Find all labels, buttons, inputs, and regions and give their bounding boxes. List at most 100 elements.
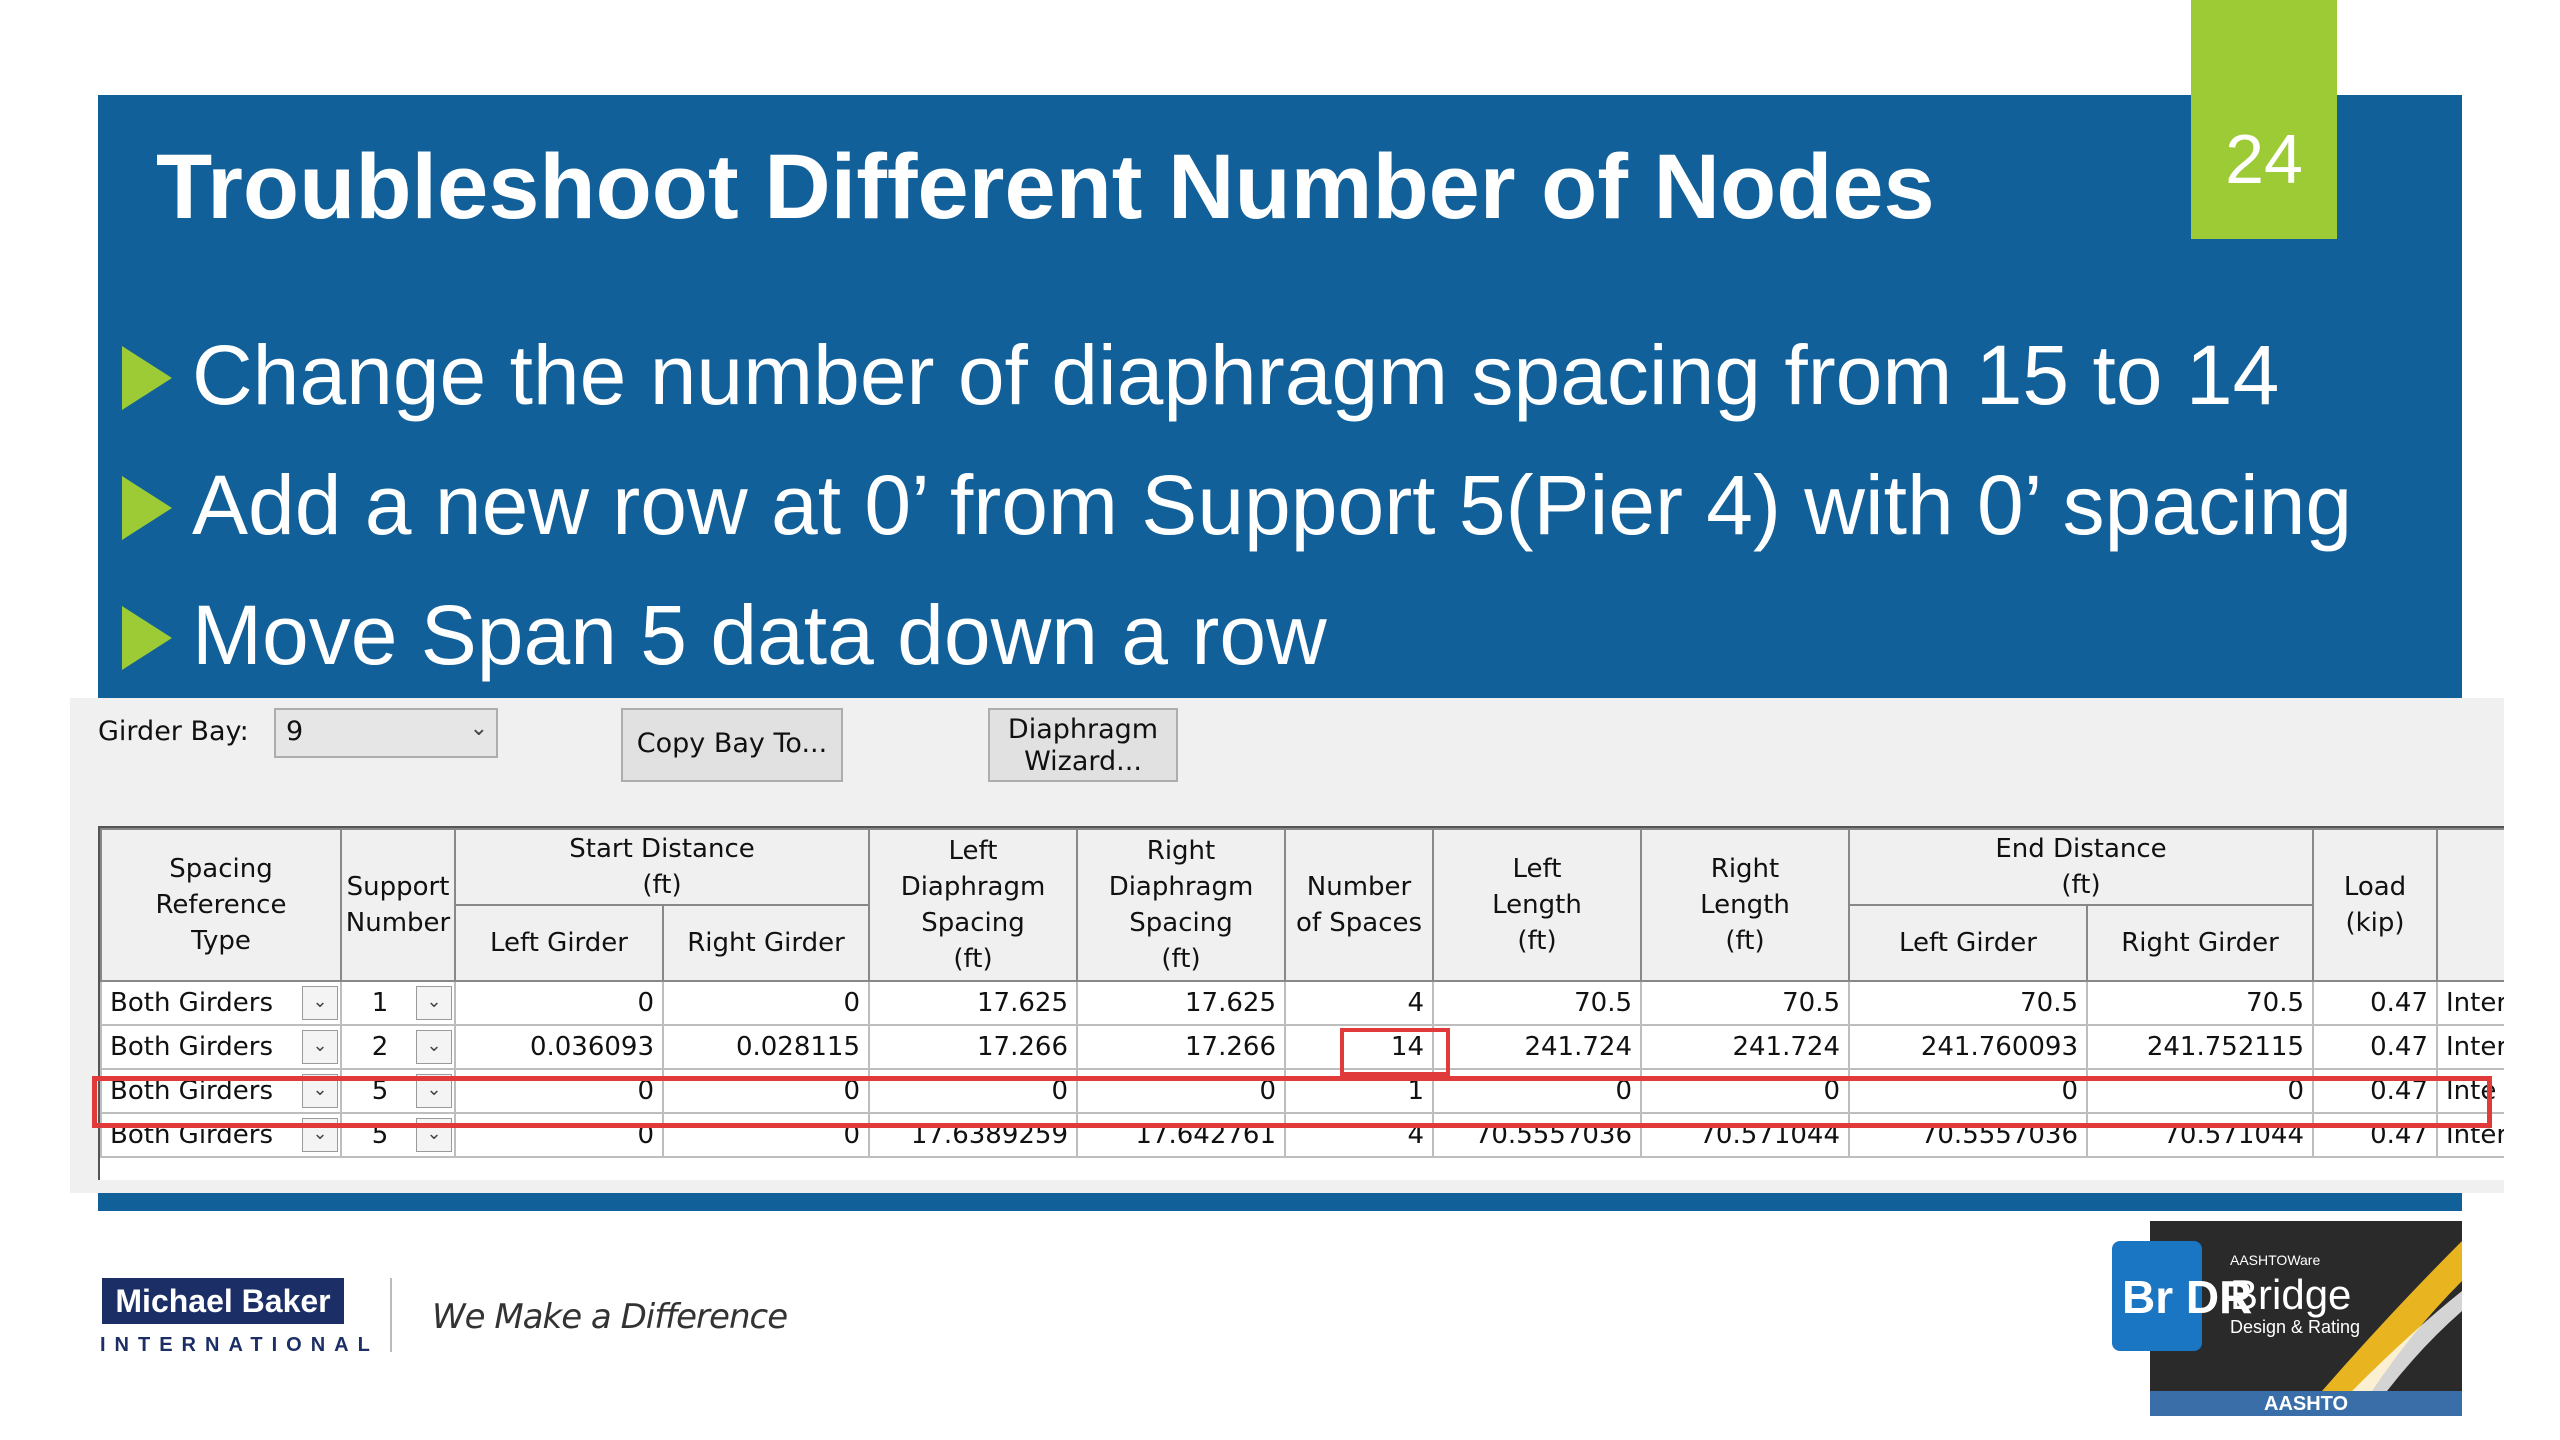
page-number: 24 <box>2225 120 2303 198</box>
grid-body: Both Girders ⌄ 1 ⌄ 0 0 17.625 17.625 4 70.… <box>100 980 2504 1158</box>
support-number-cell[interactable]: 5 ⌄ <box>340 1068 456 1114</box>
start-left-girder-cell[interactable]: 0 <box>454 1112 664 1158</box>
diaphragm-grid: Spacing Reference Type Support Number St… <box>98 826 2504 1180</box>
michael-baker-sublabel: INTERNATIONAL <box>100 1334 379 1356</box>
bullet-item: Move Span 5 data down a row <box>122 570 2452 700</box>
left-diaphragm-spacing-cell[interactable]: 17.625 <box>868 980 1078 1026</box>
header-number-of-spaces: Number of Spaces <box>1284 828 1434 982</box>
end-left-girder-cell[interactable]: 70.5 <box>1848 980 2088 1026</box>
right-diaphragm-spacing-cell[interactable]: 17.625 <box>1076 980 1286 1026</box>
bullet-item: Add a new row at 0’ from Support 5(Pier … <box>122 440 2452 570</box>
load-cell[interactable]: 0.47 <box>2312 1068 2438 1114</box>
table-row[interactable]: Both Girders ⌄ 2 ⌄ 0.036093 0.028115 17.26… <box>100 1024 2504 1070</box>
header-overflow <box>2435 828 2504 982</box>
end-right-girder-cell[interactable]: 0 <box>2086 1068 2314 1114</box>
table-row[interactable]: Both Girders ⌄ 5 ⌄ 0 0 0 0 1 0 0 0 0 0.47 … <box>100 1068 2504 1114</box>
overflow-cell[interactable]: Inter <box>2435 1112 2504 1158</box>
brdr-product: Bridge <box>2230 1271 2351 1318</box>
header-start-distance: Start Distance (ft) <box>454 828 870 906</box>
bullet-item: Change the number of diaphragm spacing f… <box>122 310 2452 440</box>
page-number-badge: 24 <box>2191 0 2337 239</box>
support-number-cell[interactable]: 2 ⌄ <box>340 1024 456 1070</box>
brdr-aashto: AASHTO <box>2264 1393 2348 1415</box>
header-start-right-girder: Right Girder <box>662 904 870 982</box>
header-end-distance: End Distance (ft) <box>1848 828 2314 906</box>
bullet-list: Change the number of diaphragm spacing f… <box>122 310 2452 700</box>
spacing-type-cell[interactable]: Both Girders ⌄ <box>100 980 342 1026</box>
start-left-girder-cell[interactable]: 0 <box>454 1068 664 1114</box>
brdr-product-sub: Design & Rating <box>2230 1317 2360 1337</box>
dropdown-arrow-icon[interactable]: ⌄ <box>302 1030 338 1064</box>
start-right-girder-cell[interactable]: 0 <box>662 1112 870 1158</box>
header-left-length: Left Length (ft) <box>1432 828 1642 982</box>
bullet-arrow-icon <box>122 606 172 670</box>
left-length-cell[interactable]: 0 <box>1432 1068 1642 1114</box>
right-diaphragm-spacing-cell[interactable]: 17.642761 <box>1076 1112 1286 1158</box>
header-load: Load (kip) <box>2312 828 2438 982</box>
header-left-diaphragm-spacing: Left Diaphragm Spacing (ft) <box>868 828 1078 982</box>
header-end-right-girder: Right Girder <box>2086 904 2314 982</box>
number-of-spaces-cell[interactable]: 4 <box>1284 980 1434 1026</box>
slide-header-band <box>98 95 2462 698</box>
dropdown-arrow-icon[interactable]: ⌄ <box>416 1030 452 1064</box>
divider-bar <box>98 1193 2462 1211</box>
end-left-girder-cell[interactable]: 0 <box>1848 1068 2088 1114</box>
header-right-diaphragm-spacing: Right Diaphragm Spacing (ft) <box>1076 828 1286 982</box>
load-cell[interactable]: 0.47 <box>2312 1112 2438 1158</box>
bullet-text: Change the number of diaphragm spacing f… <box>192 327 2280 422</box>
end-right-girder-cell[interactable]: 70.5 <box>2086 980 2314 1026</box>
load-cell[interactable]: 0.47 <box>2312 980 2438 1026</box>
bullet-arrow-icon <box>122 346 172 410</box>
end-right-girder-cell[interactable]: 241.752115 <box>2086 1024 2314 1070</box>
start-left-girder-cell[interactable]: 0 <box>454 980 664 1026</box>
spacing-type-cell[interactable]: Both Girders ⌄ <box>100 1024 342 1070</box>
chevron-down-icon: ⌄ <box>469 716 488 741</box>
wizard-label-line1: Diaphragm <box>1007 714 1159 745</box>
girder-bay-select[interactable]: 9 ⌄ <box>274 708 498 758</box>
wizard-label-line2: Wizard... <box>1024 746 1142 777</box>
overflow-cell[interactable]: Inte <box>2435 1068 2504 1114</box>
brdr-mark: Br DR <box>2122 1271 2252 1323</box>
girder-bay-value: 9 <box>286 716 304 747</box>
slide-title: Troubleshoot Different Number of Nodes <box>156 136 1935 238</box>
company-tagline: We Make a Difference <box>432 1297 788 1337</box>
copy-bay-button[interactable]: Copy Bay To... <box>621 708 843 782</box>
left-length-cell[interactable]: 70.5 <box>1432 980 1642 1026</box>
bullet-text: Add a new row at 0’ from Support 5(Pier … <box>192 457 2353 552</box>
left-length-cell[interactable]: 241.724 <box>1432 1024 1642 1070</box>
right-length-cell[interactable]: 241.724 <box>1640 1024 1850 1070</box>
load-cell[interactable]: 0.47 <box>2312 1024 2438 1070</box>
header-spacing-reference-type: Spacing Reference Type <box>100 828 342 982</box>
brdr-aashtoware: AASHTOWare <box>2230 1252 2320 1268</box>
start-right-girder-cell[interactable]: 0 <box>662 980 870 1026</box>
diaphragm-table: Spacing Reference Type Support Number St… <box>100 828 2504 1158</box>
start-left-girder-cell[interactable]: 0.036093 <box>454 1024 664 1070</box>
right-length-cell[interactable]: 70.5 <box>1640 980 1850 1026</box>
right-diaphragm-spacing-cell[interactable]: 17.266 <box>1076 1024 1286 1070</box>
header-end-left-girder: Left Girder <box>1848 904 2088 982</box>
start-right-girder-cell[interactable]: 0.028115 <box>662 1024 870 1070</box>
start-right-girder-cell[interactable]: 0 <box>662 1068 870 1114</box>
left-diaphragm-spacing-cell[interactable]: 17.266 <box>868 1024 1078 1070</box>
highlight-new-row-box <box>92 1076 2492 1128</box>
footer-divider <box>390 1278 392 1352</box>
header-right-length: Right Length (ft) <box>1640 828 1850 982</box>
support-number-cell[interactable]: 1 ⌄ <box>340 980 456 1026</box>
girder-bay-label: Girder Bay: <box>98 716 249 747</box>
end-left-girder-cell[interactable]: 241.760093 <box>1848 1024 2088 1070</box>
table-row[interactable]: Both Girders ⌄ 1 ⌄ 0 0 17.625 17.625 4 70.… <box>100 980 2504 1026</box>
highlight-number-of-spaces-box <box>1340 1028 1450 1076</box>
header-support-number: Support Number <box>340 828 456 982</box>
bullet-arrow-icon <box>122 476 172 540</box>
brdr-bridge-logo: Br DR AASHTOWare Bridge Design & Rating … <box>2112 1221 2462 1416</box>
right-length-cell[interactable]: 0 <box>1640 1068 1850 1114</box>
overflow-cell[interactable]: Inter <box>2435 980 2504 1026</box>
diaphragm-wizard-button[interactable]: Diaphragm Wizard... <box>988 708 1178 782</box>
dropdown-arrow-icon[interactable]: ⌄ <box>302 986 338 1020</box>
dropdown-arrow-icon[interactable]: ⌄ <box>416 986 452 1020</box>
right-diaphragm-spacing-cell[interactable]: 0 <box>1076 1068 1286 1114</box>
left-diaphragm-spacing-cell[interactable]: 0 <box>868 1068 1078 1114</box>
header-start-left-girder: Left Girder <box>454 904 664 982</box>
diaphragm-dialog: Girder Bay: 9 ⌄ Copy Bay To... Diaphragm… <box>70 698 2504 1193</box>
overflow-cell[interactable]: Inter <box>2435 1024 2504 1070</box>
